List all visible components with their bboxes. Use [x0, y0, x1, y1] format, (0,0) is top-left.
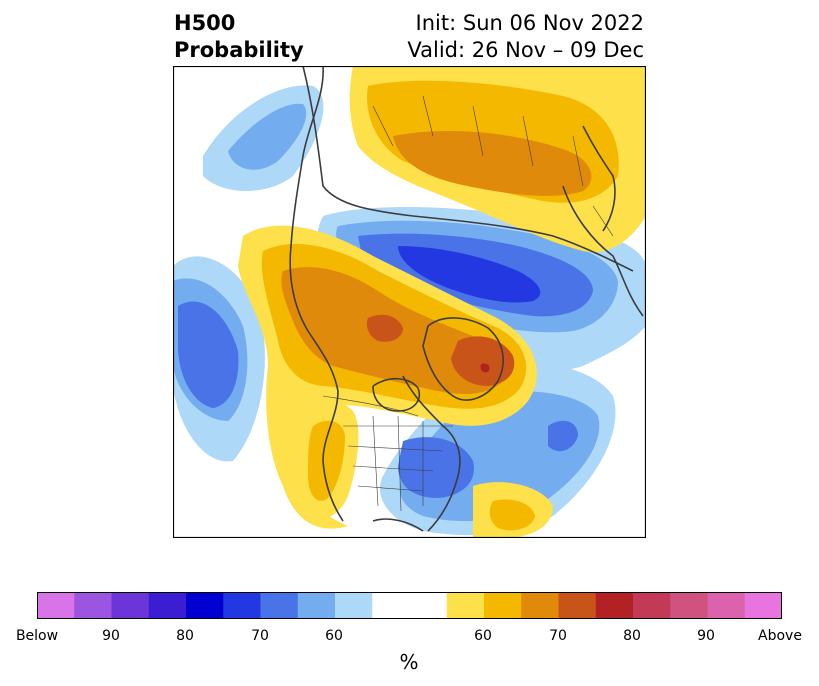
blue-region-west-core [178, 301, 239, 408]
coast-hudson-bay [372, 377, 420, 412]
colorbar-tick-above-60: 60 [474, 628, 492, 644]
title-line-2: Probability [174, 38, 304, 62]
coast-scandinavia [582, 125, 616, 232]
blue-region-east-inner [398, 437, 474, 498]
colorbar-swatch [558, 592, 597, 619]
colorbar-tick-below-60: 60 [325, 628, 343, 644]
colorbar-swatch [74, 592, 112, 619]
colorbar-tick-below: Below [15, 628, 59, 644]
warm-region-atlantic-inner [489, 499, 535, 531]
colorbar-tick-above: Above [758, 628, 802, 644]
colorbar-swatch [707, 592, 746, 619]
init-time: Init: Sun 06 Nov 2022 [415, 11, 644, 35]
coast-north-america-east [402, 375, 461, 532]
colorbar-swatch [335, 592, 373, 619]
colorbar-swatch [521, 592, 559, 619]
colorbar-swatch [148, 592, 187, 619]
canada-border [322, 395, 419, 417]
colorbar-swatch [595, 592, 634, 619]
valid-range: Valid: 26 Nov – 09 Dec [407, 38, 644, 62]
colorbar-swatch [37, 592, 75, 619]
colorbar-swatch [260, 592, 299, 619]
coastlines [289, 66, 644, 532]
warm-region-southwest-inner [308, 420, 345, 501]
political-borders [322, 95, 614, 512]
colorbar [37, 592, 782, 619]
warm-region-north-inner [393, 131, 592, 196]
colorbar-swatch [484, 592, 522, 619]
blue-region-arctic-core [398, 246, 541, 303]
colorbar-frame [37, 592, 782, 619]
coast-europe [562, 185, 644, 317]
colorbar-swatch [223, 592, 261, 619]
eurasia-borders [372, 95, 614, 237]
colorbar-swatch [744, 592, 782, 619]
colorbar-tick-above-80: 80 [623, 628, 641, 644]
title-line-1: H500 [174, 11, 236, 35]
warm-region-greenland-max [480, 363, 490, 373]
map-canvas [173, 66, 646, 538]
map-title: H500 Probability [174, 10, 304, 64]
coast-north-america-west [289, 66, 344, 522]
map-frame [173, 66, 646, 538]
colorbar-swatch [633, 592, 671, 619]
colorbar-tick-above-70: 70 [549, 628, 567, 644]
blue-region-east-pocket [548, 420, 578, 452]
us-state-borders [343, 415, 453, 512]
colorbar-tick-below-70: 70 [251, 628, 269, 644]
warm-region-greenland-core [451, 336, 515, 386]
probability-map [173, 66, 646, 538]
warm-region-canada-core [366, 314, 403, 342]
colorbar-tick-below-80: 80 [176, 628, 194, 644]
colorbar-swatch [111, 592, 150, 619]
colorbar-swatch [372, 592, 448, 619]
colorbar-swatch [670, 592, 708, 619]
colorbar-unit-label: % [399, 650, 419, 674]
colorbar-tick-above-90: 90 [697, 628, 715, 644]
colorbar-swatch [297, 592, 336, 619]
colorbar-swatch [446, 592, 485, 619]
colorbar-tick-below-90: 90 [102, 628, 120, 644]
colorbar-swatch [186, 592, 224, 619]
coast-greenland [422, 317, 504, 401]
coast-caribbean [372, 518, 424, 532]
colorbar-swatches [37, 592, 782, 619]
coast-eurasia-north [302, 66, 634, 272]
probability-contours [173, 66, 646, 538]
blue-region-northwest-inner [228, 103, 307, 170]
init-valid-label: Init: Sun 06 Nov 2022 Valid: 26 Nov – 09… [407, 10, 644, 64]
